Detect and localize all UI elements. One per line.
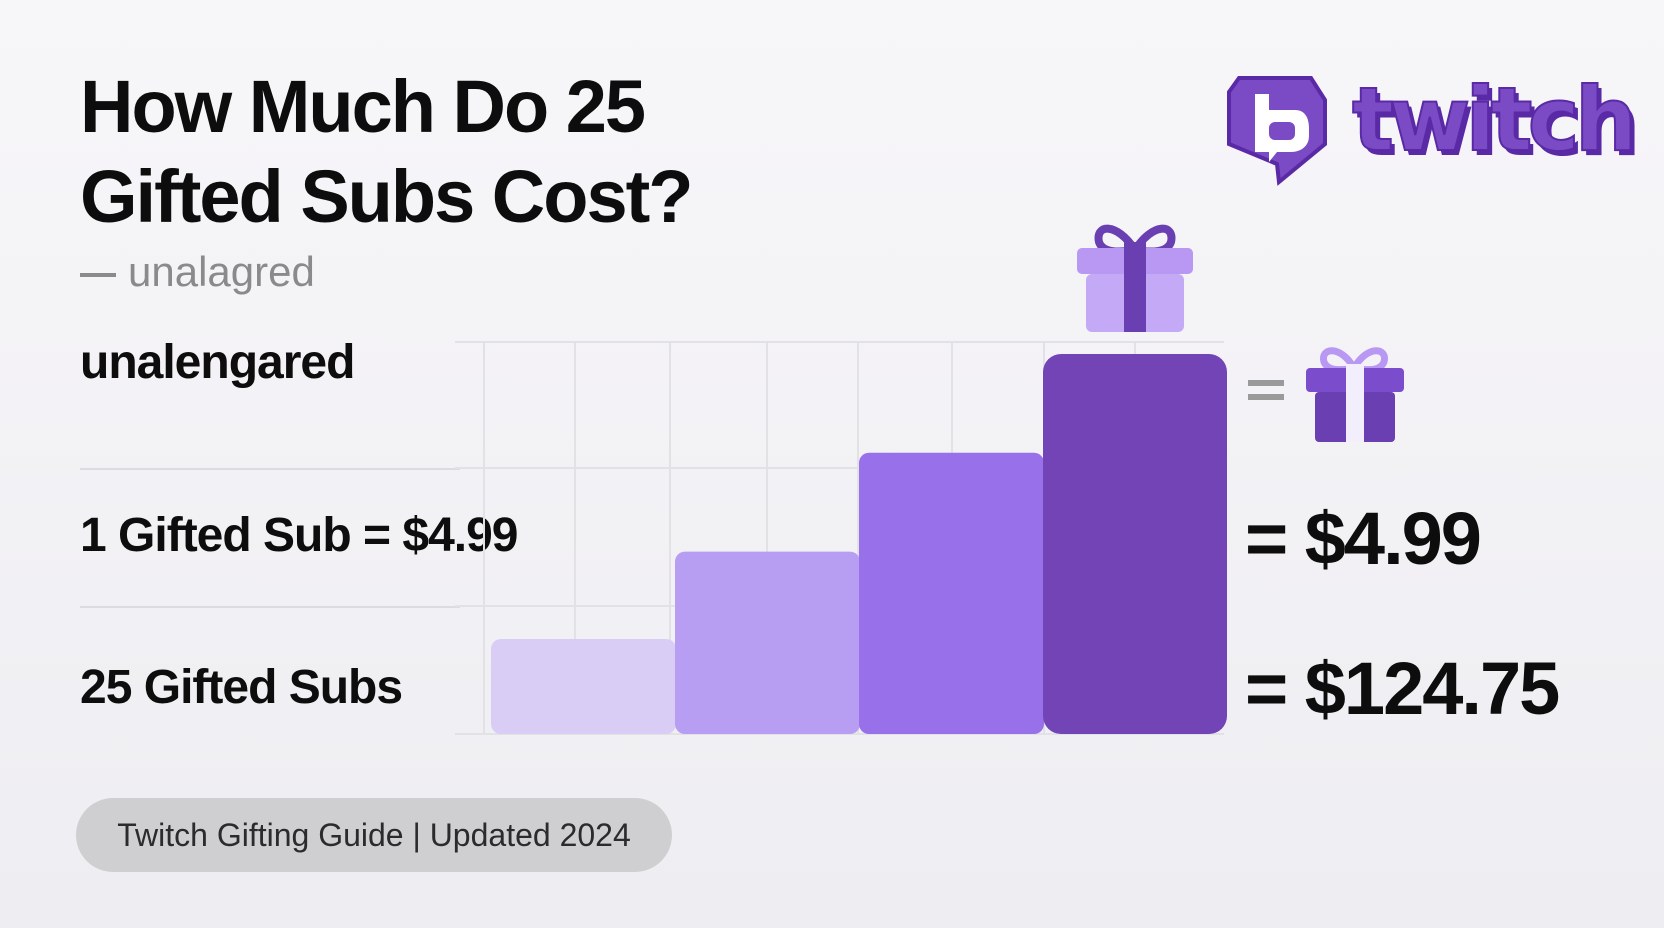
bar xyxy=(675,551,860,734)
twitch-wordmark: twitch xyxy=(1351,68,1638,171)
chart-grid xyxy=(455,341,1224,735)
row-divider xyxy=(80,606,460,608)
gift-icon xyxy=(1077,224,1193,332)
bar xyxy=(859,452,1044,734)
row-label-bulk: 25 Gifted Subs xyxy=(80,661,403,714)
bar xyxy=(491,639,676,734)
bar xyxy=(1043,354,1227,734)
subtitle: unalagred xyxy=(80,248,315,296)
row-label-single: 1 Gifted Sub = $4.99 xyxy=(80,509,518,562)
equals-icon xyxy=(1248,380,1284,404)
gift-icon xyxy=(1306,347,1404,442)
section-label: unalengared xyxy=(80,336,355,389)
result-bulk: = $124.75 xyxy=(1245,647,1560,730)
dash-divider xyxy=(80,272,116,277)
page-title: How Much Do 25 Gifted Subs Cost? xyxy=(80,65,693,238)
footer-badge: Twitch Gifting Guide | Updated 2024 xyxy=(76,798,672,872)
footer-text: Twitch Gifting Guide | Updated 2024 xyxy=(117,816,631,853)
subtitle-text: unalagred xyxy=(128,248,315,295)
result-single: = $4.99 xyxy=(1245,497,1482,580)
twitch-logo-icon xyxy=(1227,76,1327,186)
row-divider xyxy=(80,468,460,470)
bars xyxy=(491,354,1227,734)
